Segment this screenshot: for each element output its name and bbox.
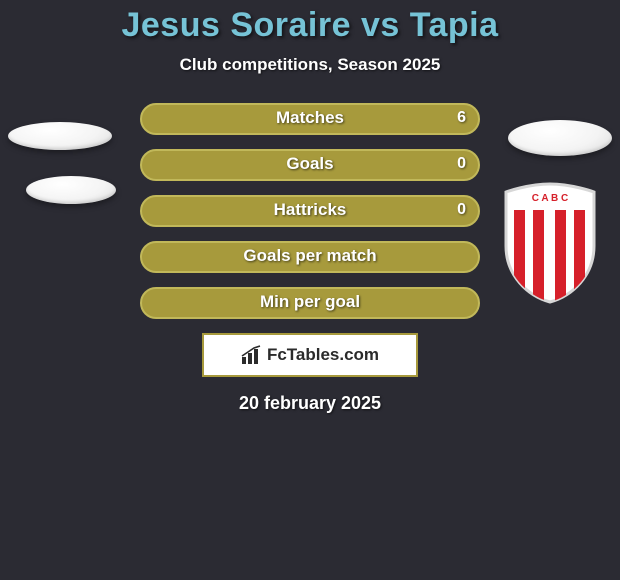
stat-row: Goals0 <box>140 149 480 181</box>
date-text: 20 february 2025 <box>0 393 620 414</box>
stat-right-value: 0 <box>457 195 466 227</box>
stat-label: Min per goal <box>140 287 480 319</box>
stat-row: Hattricks0 <box>140 195 480 227</box>
branding-box: FcTables.com <box>202 333 418 377</box>
shield-icon: C A B C <box>498 180 602 304</box>
stat-row: Min per goal <box>140 287 480 319</box>
left-player-ghost-2 <box>26 176 116 204</box>
left-player-ghost-1 <box>8 122 112 150</box>
subtitle: Club competitions, Season 2025 <box>0 55 620 75</box>
stat-right-value: 0 <box>457 149 466 181</box>
stat-label: Matches <box>140 103 480 135</box>
stat-label: Hattricks <box>140 195 480 227</box>
page-title: Jesus Soraire vs Tapia <box>0 6 620 45</box>
bar-chart-icon <box>241 345 263 365</box>
branding-text: FcTables.com <box>267 345 379 365</box>
right-player-ghost-1 <box>508 120 612 156</box>
stat-row: Matches6 <box>140 103 480 135</box>
card-content: Jesus Soraire vs Tapia Club competitions… <box>0 0 620 580</box>
stat-label: Goals <box>140 149 480 181</box>
badge-arc-text: C A B C <box>532 193 568 204</box>
stat-label: Goals per match <box>140 241 480 273</box>
stat-right-value: 6 <box>457 103 466 135</box>
stat-row: Goals per match <box>140 241 480 273</box>
right-club-badge: C A B C <box>498 180 602 304</box>
